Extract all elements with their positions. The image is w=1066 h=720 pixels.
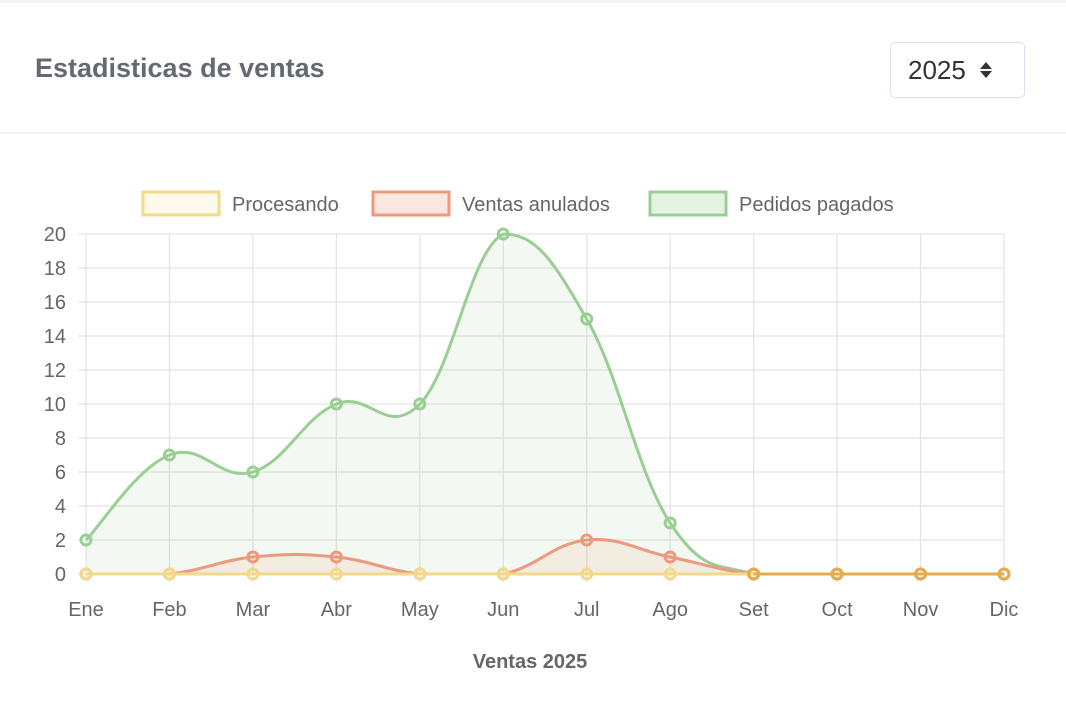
x-tick-label: Mar: [236, 599, 271, 621]
data-point: [413, 567, 427, 581]
data-point: [663, 516, 677, 530]
data-point: [496, 227, 510, 241]
y-tick-label: 14: [44, 326, 66, 348]
legend-label: Procesando: [232, 194, 339, 216]
data-point: [663, 550, 677, 564]
x-tick-label: Abr: [321, 599, 352, 621]
x-tick-label: Jul: [574, 599, 600, 621]
x-tick-label: May: [401, 599, 439, 621]
data-point: [580, 312, 594, 326]
year-select-value: 2025: [908, 54, 966, 85]
y-tick-label: 10: [44, 394, 66, 416]
legend-label: Pedidos pagados: [739, 194, 894, 216]
top-border: [0, 0, 1066, 3]
year-select[interactable]: 2025: [890, 42, 1025, 98]
updown-arrows-icon: [979, 62, 992, 78]
data-point: [580, 567, 594, 581]
x-axis-title: Ventas 2025: [473, 651, 588, 673]
x-tick-label: Feb: [152, 599, 186, 621]
data-point: [79, 533, 93, 547]
data-point: [496, 567, 510, 581]
y-tick-label: 6: [55, 462, 66, 484]
y-tick-label: 12: [44, 360, 66, 382]
x-tick-label: Dic: [990, 599, 1019, 621]
x-tick-label: Ene: [68, 599, 104, 621]
data-point: [162, 567, 176, 581]
data-point: [329, 567, 343, 581]
y-tick-label: 8: [55, 428, 66, 450]
legend-label: Ventas anulados: [462, 194, 610, 216]
data-point: [580, 533, 594, 547]
x-tick-label: Jun: [487, 599, 519, 621]
data-point: [79, 567, 93, 581]
data-point: [329, 550, 343, 564]
legend-swatch: [141, 190, 221, 217]
y-tick-label: 16: [44, 292, 66, 314]
data-point: [246, 550, 260, 564]
y-tick-label: 20: [44, 224, 66, 246]
series-area: [86, 234, 1004, 574]
legend-swatch: [648, 190, 728, 217]
page-title: Estadisticas de ventas: [35, 53, 325, 83]
data-point: [246, 567, 260, 581]
data-point: [162, 448, 176, 462]
data-point: [663, 567, 677, 581]
x-tick-label: Oct: [822, 599, 854, 621]
legend-swatch: [371, 190, 451, 217]
data-point: [246, 465, 260, 479]
data-point: [329, 397, 343, 411]
x-tick-label: Set: [739, 599, 769, 621]
y-tick-label: 2: [55, 530, 66, 552]
x-tick-label: Nov: [903, 599, 939, 621]
data-point: [413, 397, 427, 411]
y-tick-label: 4: [55, 496, 66, 518]
card-header: Estadisticas de ventas 2025: [0, 3, 1066, 134]
y-tick-label: 0: [55, 564, 66, 586]
x-tick-label: Ago: [652, 599, 688, 621]
y-tick-label: 18: [44, 258, 66, 280]
